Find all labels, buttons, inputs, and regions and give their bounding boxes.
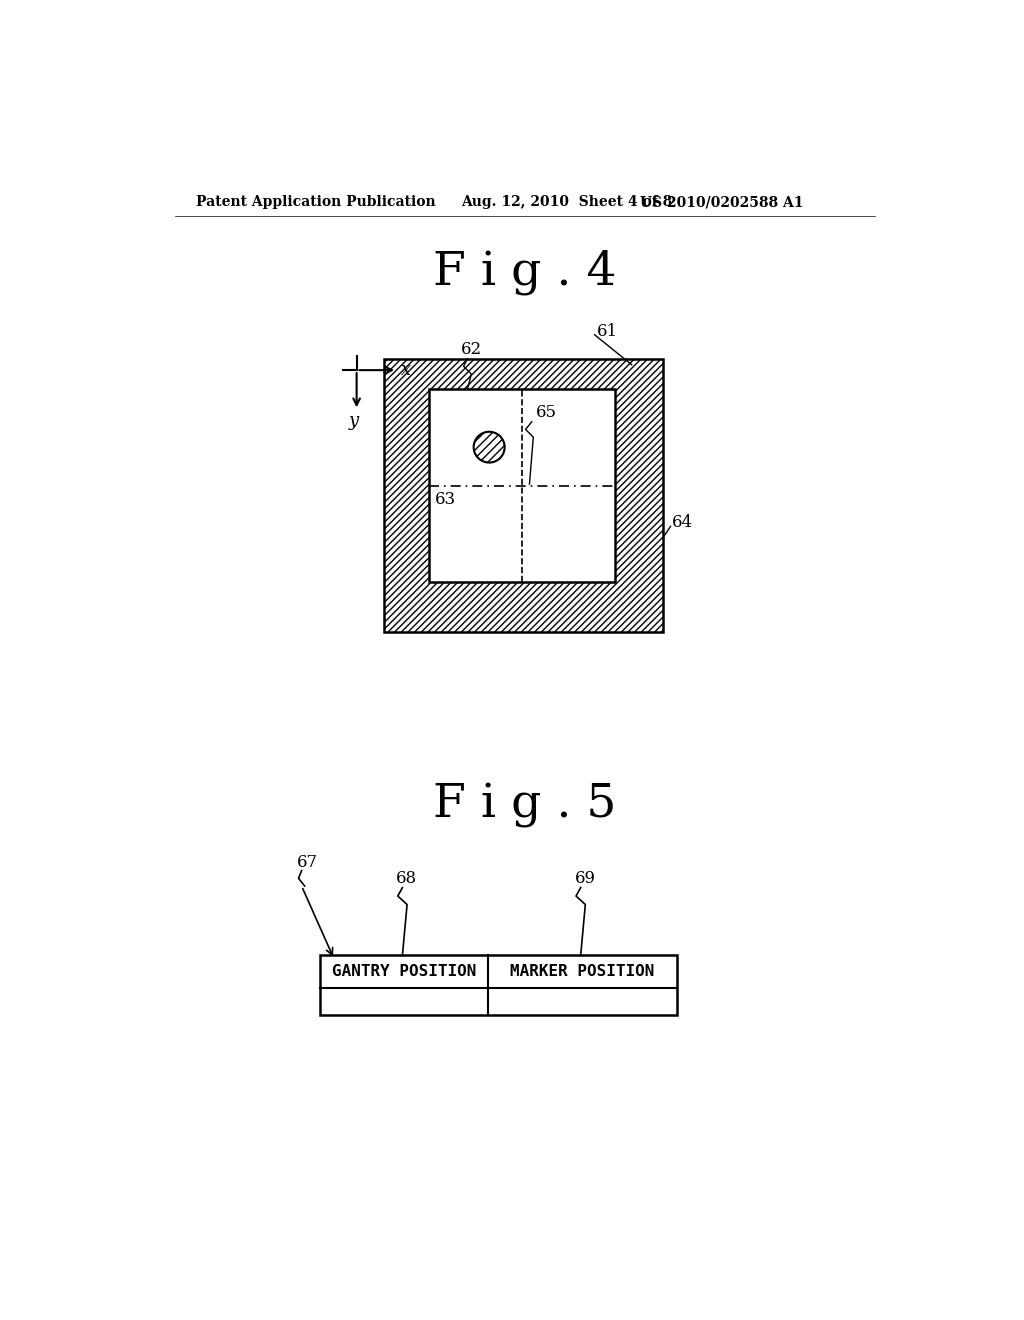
Text: US 2010/0202588 A1: US 2010/0202588 A1	[640, 195, 803, 210]
Text: 67: 67	[297, 854, 318, 871]
Text: 69: 69	[574, 870, 596, 887]
Text: 65: 65	[536, 404, 557, 421]
Bar	[321, 956, 677, 1015]
Text: 64: 64	[672, 513, 693, 531]
Text: 61: 61	[597, 323, 618, 341]
Text: Patent Application Publication: Patent Application Publication	[197, 195, 436, 210]
Bar	[384, 359, 663, 632]
Text: x: x	[400, 362, 411, 379]
Text: 63: 63	[435, 491, 456, 508]
Text: GANTRY POSITION: GANTRY POSITION	[332, 964, 476, 979]
Text: y: y	[348, 412, 358, 430]
Text: F i g . 5: F i g . 5	[433, 783, 616, 828]
Text: 68: 68	[396, 870, 418, 887]
Circle shape	[474, 432, 505, 462]
Text: F i g . 4: F i g . 4	[433, 249, 616, 296]
Text: 62: 62	[461, 341, 482, 358]
Text: Aug. 12, 2010  Sheet 4 of 8: Aug. 12, 2010 Sheet 4 of 8	[461, 195, 673, 210]
Bar	[429, 389, 614, 582]
Text: MARKER POSITION: MARKER POSITION	[510, 964, 654, 979]
